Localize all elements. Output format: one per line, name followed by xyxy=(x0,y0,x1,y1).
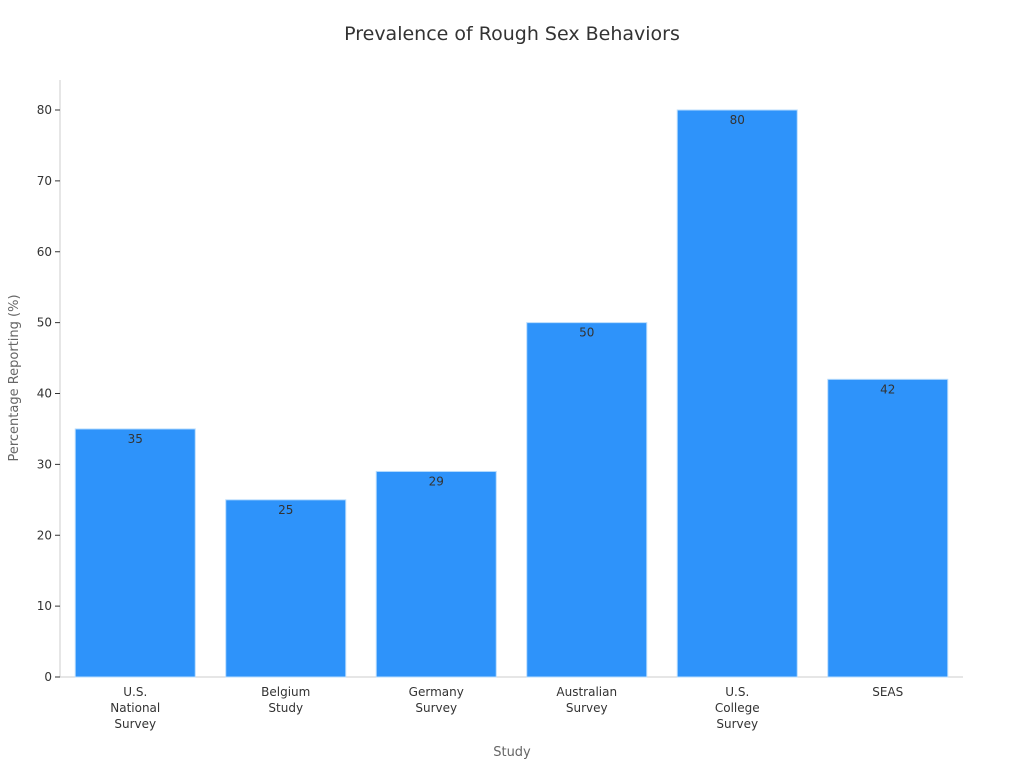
bar xyxy=(827,378,949,678)
x-tick-label-line: Survey xyxy=(566,701,608,715)
y-tick-label: 50 xyxy=(37,316,52,330)
data-label: 35 xyxy=(128,432,143,446)
x-tick-label-line: Survey xyxy=(114,717,156,731)
x-tick-label-line: Survey xyxy=(415,701,457,715)
x-tick-label-line: Belgium xyxy=(261,685,310,699)
y-tick-label: 20 xyxy=(37,528,52,542)
data-label: 50 xyxy=(579,326,594,340)
x-tick-label: U.S. National Survey xyxy=(110,685,160,731)
x-tick-label-line: SEAS xyxy=(872,685,903,699)
bar xyxy=(676,109,798,678)
bar xyxy=(375,470,497,678)
x-tick-label-line: Study xyxy=(268,701,303,715)
data-label: 25 xyxy=(278,503,293,517)
y-tick-label: 30 xyxy=(37,457,52,471)
bar xyxy=(526,322,648,678)
y-tick-label: 0 xyxy=(44,670,52,684)
bar xyxy=(225,499,347,678)
y-tick-label: 70 xyxy=(37,174,52,188)
data-label: 29 xyxy=(429,474,444,488)
x-tick-label-line: Survey xyxy=(716,717,758,731)
y-tick-label: 10 xyxy=(37,599,52,613)
y-tick-label: 60 xyxy=(37,245,52,259)
y-tick-label: 40 xyxy=(37,387,52,401)
x-axis-label: Study xyxy=(493,745,531,760)
data-label: 42 xyxy=(880,382,895,396)
x-tick-label: Belgium Study xyxy=(261,685,310,715)
x-tick-label-line: Australian xyxy=(556,685,617,699)
y-axis-label: Percentage Reporting (%) xyxy=(7,294,22,461)
x-tick-label: U.S. College Survey xyxy=(715,685,760,731)
x-tick-label: SEAS xyxy=(872,685,903,699)
x-tick-label: Germany Survey xyxy=(409,685,464,715)
data-label: 80 xyxy=(730,113,745,127)
chart-title: Prevalence of Rough Sex Behaviors xyxy=(344,23,680,45)
y-tick-label: 80 xyxy=(37,103,52,117)
x-tick-label: Australian Survey xyxy=(556,685,617,715)
x-tick-label-line: College xyxy=(715,701,760,715)
bar xyxy=(74,428,196,678)
x-tick-label-line: U.S. xyxy=(725,685,749,699)
x-tick-label-line: Germany xyxy=(409,685,464,699)
x-tick-label-line: U.S. xyxy=(123,685,147,699)
x-tick-label-line: National xyxy=(110,701,160,715)
